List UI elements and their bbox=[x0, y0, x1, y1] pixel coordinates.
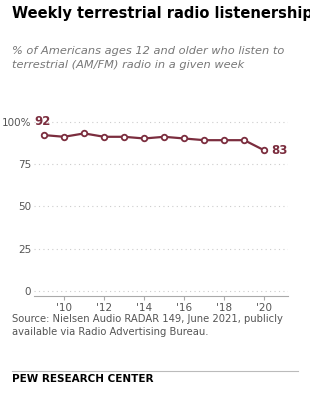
Text: 83: 83 bbox=[271, 144, 288, 157]
Text: Source: Nielsen Audio RADAR 149, June 2021, publicly
available via Radio Adverti: Source: Nielsen Audio RADAR 149, June 20… bbox=[12, 314, 283, 337]
Text: % of Americans ages 12 and older who listen to
terrestrial (AM/FM) radio in a gi: % of Americans ages 12 and older who lis… bbox=[12, 46, 285, 70]
Text: 92: 92 bbox=[34, 115, 51, 128]
Text: PEW RESEARCH CENTER: PEW RESEARCH CENTER bbox=[12, 374, 154, 384]
Text: Weekly terrestrial radio listenership: Weekly terrestrial radio listenership bbox=[12, 6, 310, 21]
